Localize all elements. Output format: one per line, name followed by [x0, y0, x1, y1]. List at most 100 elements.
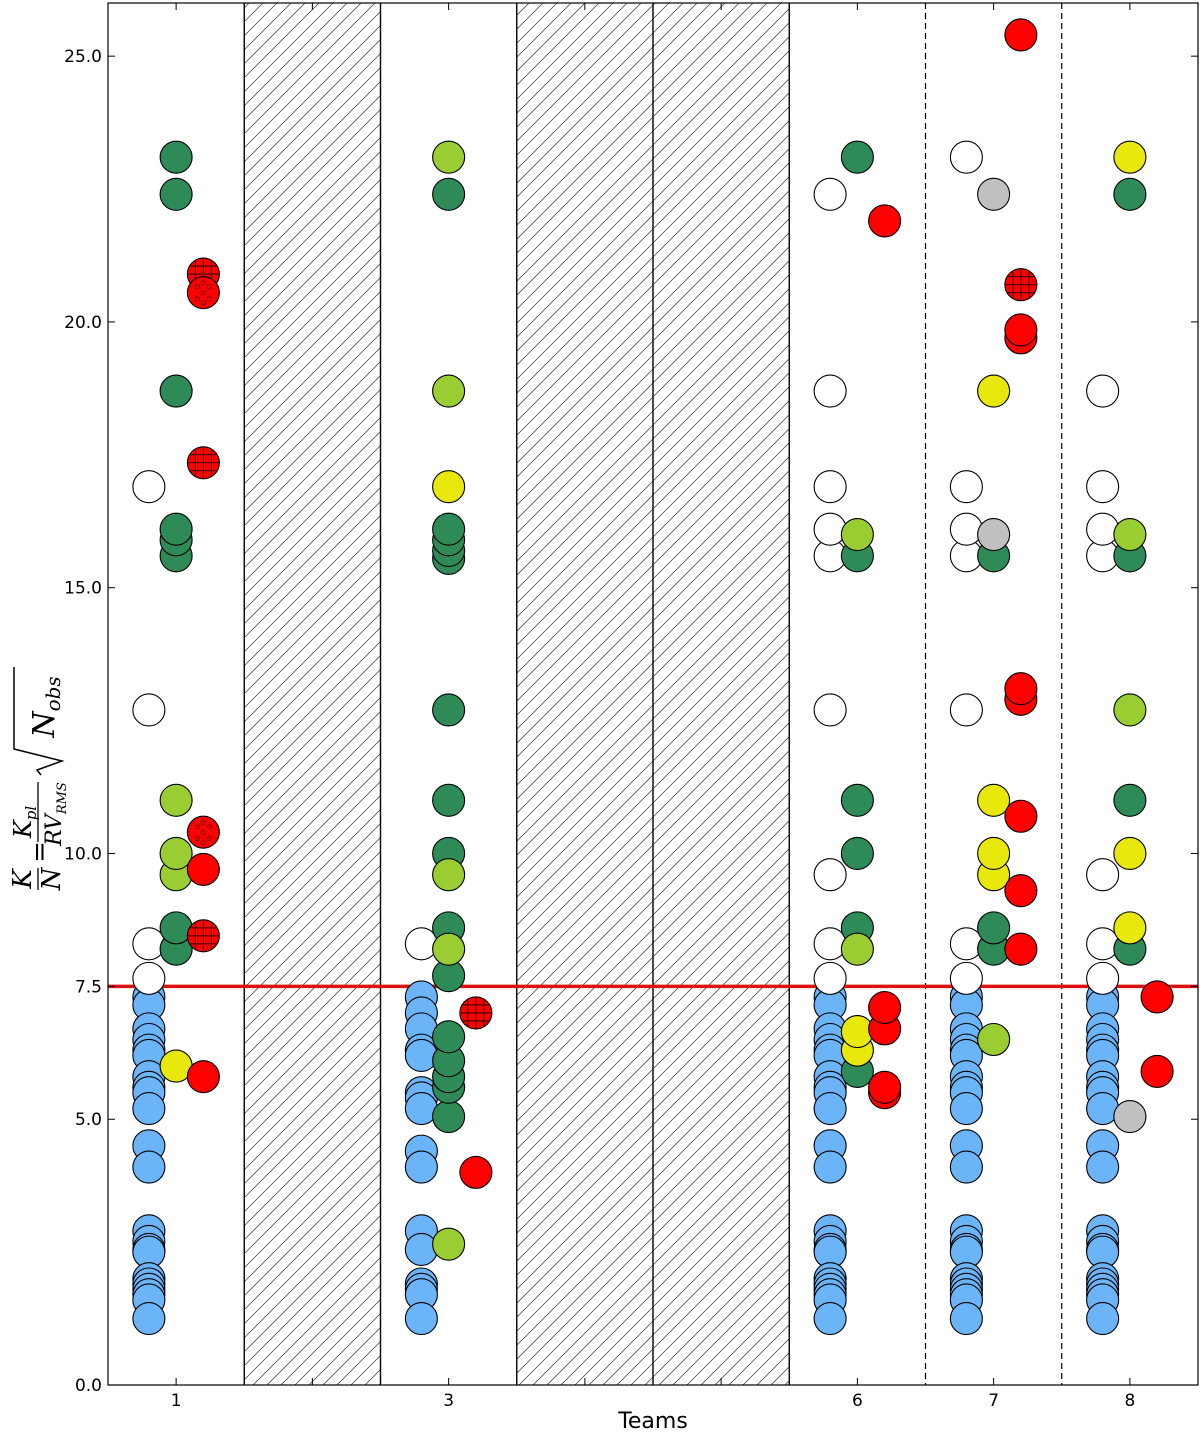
point-team7-gray-0 [977, 517, 1011, 552]
point-team8-gray-0 [1113, 1100, 1147, 1134]
ylabel-sqrt-sign [13, 667, 65, 776]
point-team3-blue-15 [404, 1302, 438, 1336]
ylabel-kpl: Kpl [9, 806, 40, 840]
ytick-label-4: 15.0 [64, 579, 102, 599]
point-team8-white-1 [1086, 927, 1120, 961]
point-team8-white-4 [1086, 512, 1120, 546]
point-team6-white-0 [813, 961, 847, 995]
point-team3-lightgreen-1 [432, 932, 466, 966]
point-team7-red-7 [1004, 18, 1038, 52]
point-team6-white-7 [813, 374, 847, 408]
ylabel-equals: = [25, 841, 55, 863]
point-team6-blue-9 [813, 1092, 847, 1126]
point-team7-red-0 [1004, 932, 1038, 966]
ytick-label-2: 7.5 [75, 977, 102, 997]
ytick-label-0: 0.0 [75, 1376, 102, 1396]
svg-text:✩: ✩ [194, 834, 201, 843]
point-team8-yellow-1 [1113, 836, 1147, 871]
point-team6-white-1 [813, 927, 847, 961]
point-team3-blue-4 [404, 1038, 438, 1072]
point-team1-lightgreen-1 [159, 836, 193, 871]
point-team8-white-0 [1086, 961, 1120, 995]
data-points: ✩ ✩✩✩ ✩✩✩✩ ✩✩✩ ✩✩✩ [132, 18, 1174, 1336]
point-team8-white-6 [1086, 374, 1120, 408]
point-team7-red-1 [1004, 874, 1038, 908]
xtick-label-7: 7 [988, 1391, 999, 1411]
point-team1-red-0 [186, 919, 220, 953]
point-team1-lightgreen-2 [159, 783, 193, 817]
svg-text:✩: ✩ [200, 838, 207, 847]
point-team1-darkgreen-7 [159, 140, 193, 174]
xtick-label-3: 3 [443, 1391, 454, 1411]
point-team8-yellow-0 [1113, 911, 1147, 945]
svg-text:✩: ✩ [206, 834, 213, 843]
svg-text:✩: ✩ [206, 283, 213, 292]
xtick-label-8: 8 [1124, 1391, 1135, 1411]
point-team7-white-6 [949, 140, 983, 174]
point-team7-white-1 [949, 927, 983, 961]
point-team8-red-1 [1140, 980, 1174, 1014]
point-team1-red-0: ✩ ✩✩✩ ✩✩✩ [186, 815, 220, 849]
point-team1-red-0 [186, 1060, 220, 1094]
hatched-region-team-4 [516, 3, 653, 1385]
point-team8-lightgreen-1 [1113, 517, 1147, 552]
point-team6-lightgreen-1 [840, 517, 874, 552]
point-team1-white-0 [132, 961, 166, 995]
ytick-label-1: 5.0 [75, 1110, 102, 1130]
point-team6-blue-21 [813, 1302, 847, 1336]
point-team6-white-6 [813, 470, 847, 504]
point-team7-white-2 [949, 693, 983, 727]
point-team3-darkgreen-13 [432, 512, 466, 546]
xtick-label-1: 1 [171, 1391, 182, 1411]
point-team6-blue-11 [813, 1150, 847, 1184]
point-team3-darkgreen-4 [432, 1020, 466, 1054]
hatched-region-team-5 [653, 3, 790, 1385]
point-team8-white-5 [1086, 470, 1120, 504]
point-team6-red-4 [868, 204, 902, 238]
point-team7-yellow-1 [977, 836, 1011, 871]
point-team7-white-5 [949, 470, 983, 504]
svg-text:✩: ✩ [200, 828, 207, 837]
point-team3-red-0 [459, 1155, 493, 1189]
hatched-region-team-2 [244, 3, 381, 1385]
y-axis-title: K N = Kpl RVRMS Nobs [8, 667, 70, 891]
point-team3-lightgreen-4 [432, 140, 466, 174]
point-team7-blue-11 [949, 1150, 983, 1184]
point-team3-blue-9 [404, 1150, 438, 1184]
ytick-label-5: 20.0 [64, 313, 102, 333]
point-team6-darkgreen-2 [840, 836, 874, 871]
svg-text:✩: ✩ [200, 818, 207, 827]
point-team1-darkgreen-5 [159, 374, 193, 408]
point-team3-darkgreen-9 [432, 693, 466, 727]
point-team8-yellow-2 [1113, 140, 1147, 174]
y-axis: 0.0 5.0 7.5 10.0 15.0 20.0 25.0 [64, 47, 1198, 1396]
point-team7-red-2 [1004, 799, 1038, 833]
point-team1-darkgreen-6 [159, 177, 193, 211]
xtick-label-6: 6 [852, 1391, 863, 1411]
point-team1-blue-21 [132, 1302, 166, 1336]
ytick-label-3: 10.0 [64, 844, 102, 864]
point-team1-white-3 [132, 470, 166, 504]
point-team8-lightgreen-0 [1113, 693, 1147, 727]
point-team1-red-1: ✩ ✩✩✩ ✩✩✩ [186, 276, 220, 310]
point-team7-yellow-3 [977, 374, 1011, 408]
point-team6-lightgreen-0 [840, 932, 874, 966]
point-team8-red-0 [1140, 1054, 1174, 1088]
ytick-label-6: 25.0 [64, 47, 102, 67]
point-team8-white-2 [1086, 858, 1120, 892]
svg-text:✩: ✩ [194, 295, 201, 304]
point-team7-blue-21 [949, 1302, 983, 1336]
point-team3-red-0 [459, 996, 493, 1030]
svg-text:✩: ✩ [200, 289, 207, 298]
point-team1-red-1 [186, 852, 220, 886]
point-team1-white-1 [132, 927, 166, 961]
point-team1-darkgreen-4 [159, 512, 193, 546]
x-axis: 1 3 6 7 8 [171, 3, 1135, 1411]
point-team7-blue-9 [949, 1092, 983, 1126]
svg-text:✩: ✩ [206, 295, 213, 304]
point-team1-red-1 [186, 446, 220, 480]
point-team8-darkgreen-1 [1113, 783, 1147, 817]
point-team8-darkgreen-3 [1113, 177, 1147, 211]
point-team7-red-6 [1004, 313, 1038, 347]
